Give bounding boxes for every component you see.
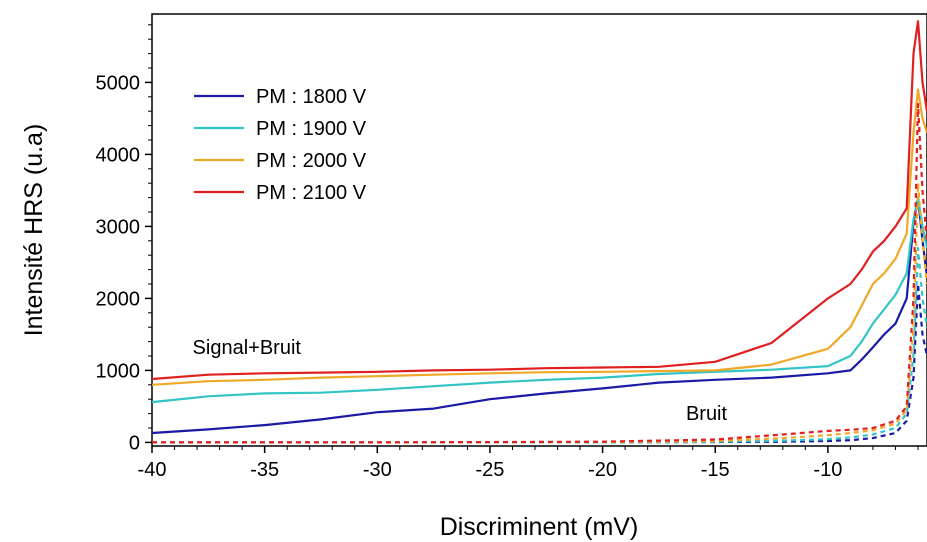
plot-frame bbox=[151, 13, 927, 447]
y-tick-label: 4000 bbox=[96, 144, 141, 166]
legend-label: PM : 1900 V bbox=[256, 118, 367, 140]
x-tick-label: -20 bbox=[588, 459, 617, 481]
x-tick-label: -15 bbox=[701, 459, 730, 481]
x-tick-label: -40 bbox=[138, 459, 167, 481]
x-axis-title: Discriminent (mV) bbox=[440, 513, 639, 541]
x-tick-label: -30 bbox=[363, 459, 392, 481]
x-tick-label: -25 bbox=[475, 459, 504, 481]
noise-series-line bbox=[152, 282, 927, 444]
series-lines bbox=[151, 20, 927, 444]
series-line bbox=[151, 88, 927, 386]
y-tick-label: 2000 bbox=[96, 288, 141, 310]
y-axis-title: Intensité HRS (u.a) bbox=[20, 124, 48, 337]
y-tick-label: 3000 bbox=[96, 216, 141, 238]
noise-series-line bbox=[152, 102, 927, 444]
series-line bbox=[151, 196, 927, 435]
x-tick-label: -10 bbox=[813, 459, 842, 481]
annotation-label: Signal+Bruit bbox=[193, 337, 302, 359]
series-line bbox=[151, 20, 927, 381]
legend-label: PM : 1800 V bbox=[256, 86, 367, 108]
y-tick-label: 0 bbox=[129, 432, 140, 454]
annotations: Signal+Bruit Bruit bbox=[193, 337, 728, 425]
series-line bbox=[151, 196, 927, 404]
x-tick-label: -35 bbox=[250, 459, 279, 481]
legend-label: PM : 2000 V bbox=[256, 150, 367, 172]
annotation-label: Bruit bbox=[686, 403, 728, 425]
y-tick-label: 1000 bbox=[96, 360, 141, 382]
axes: -40 -35 -30 -25 -20 -15 -10 0 1000 2000 3000 4000 50… bbox=[96, 24, 919, 481]
legend-label: PM : 2100 V bbox=[256, 182, 367, 204]
legend: PM : 1800 V PM : 1900 V PM : 2000 V PM : 21… bbox=[194, 86, 367, 204]
y-tick-label: 5000 bbox=[96, 72, 141, 94]
